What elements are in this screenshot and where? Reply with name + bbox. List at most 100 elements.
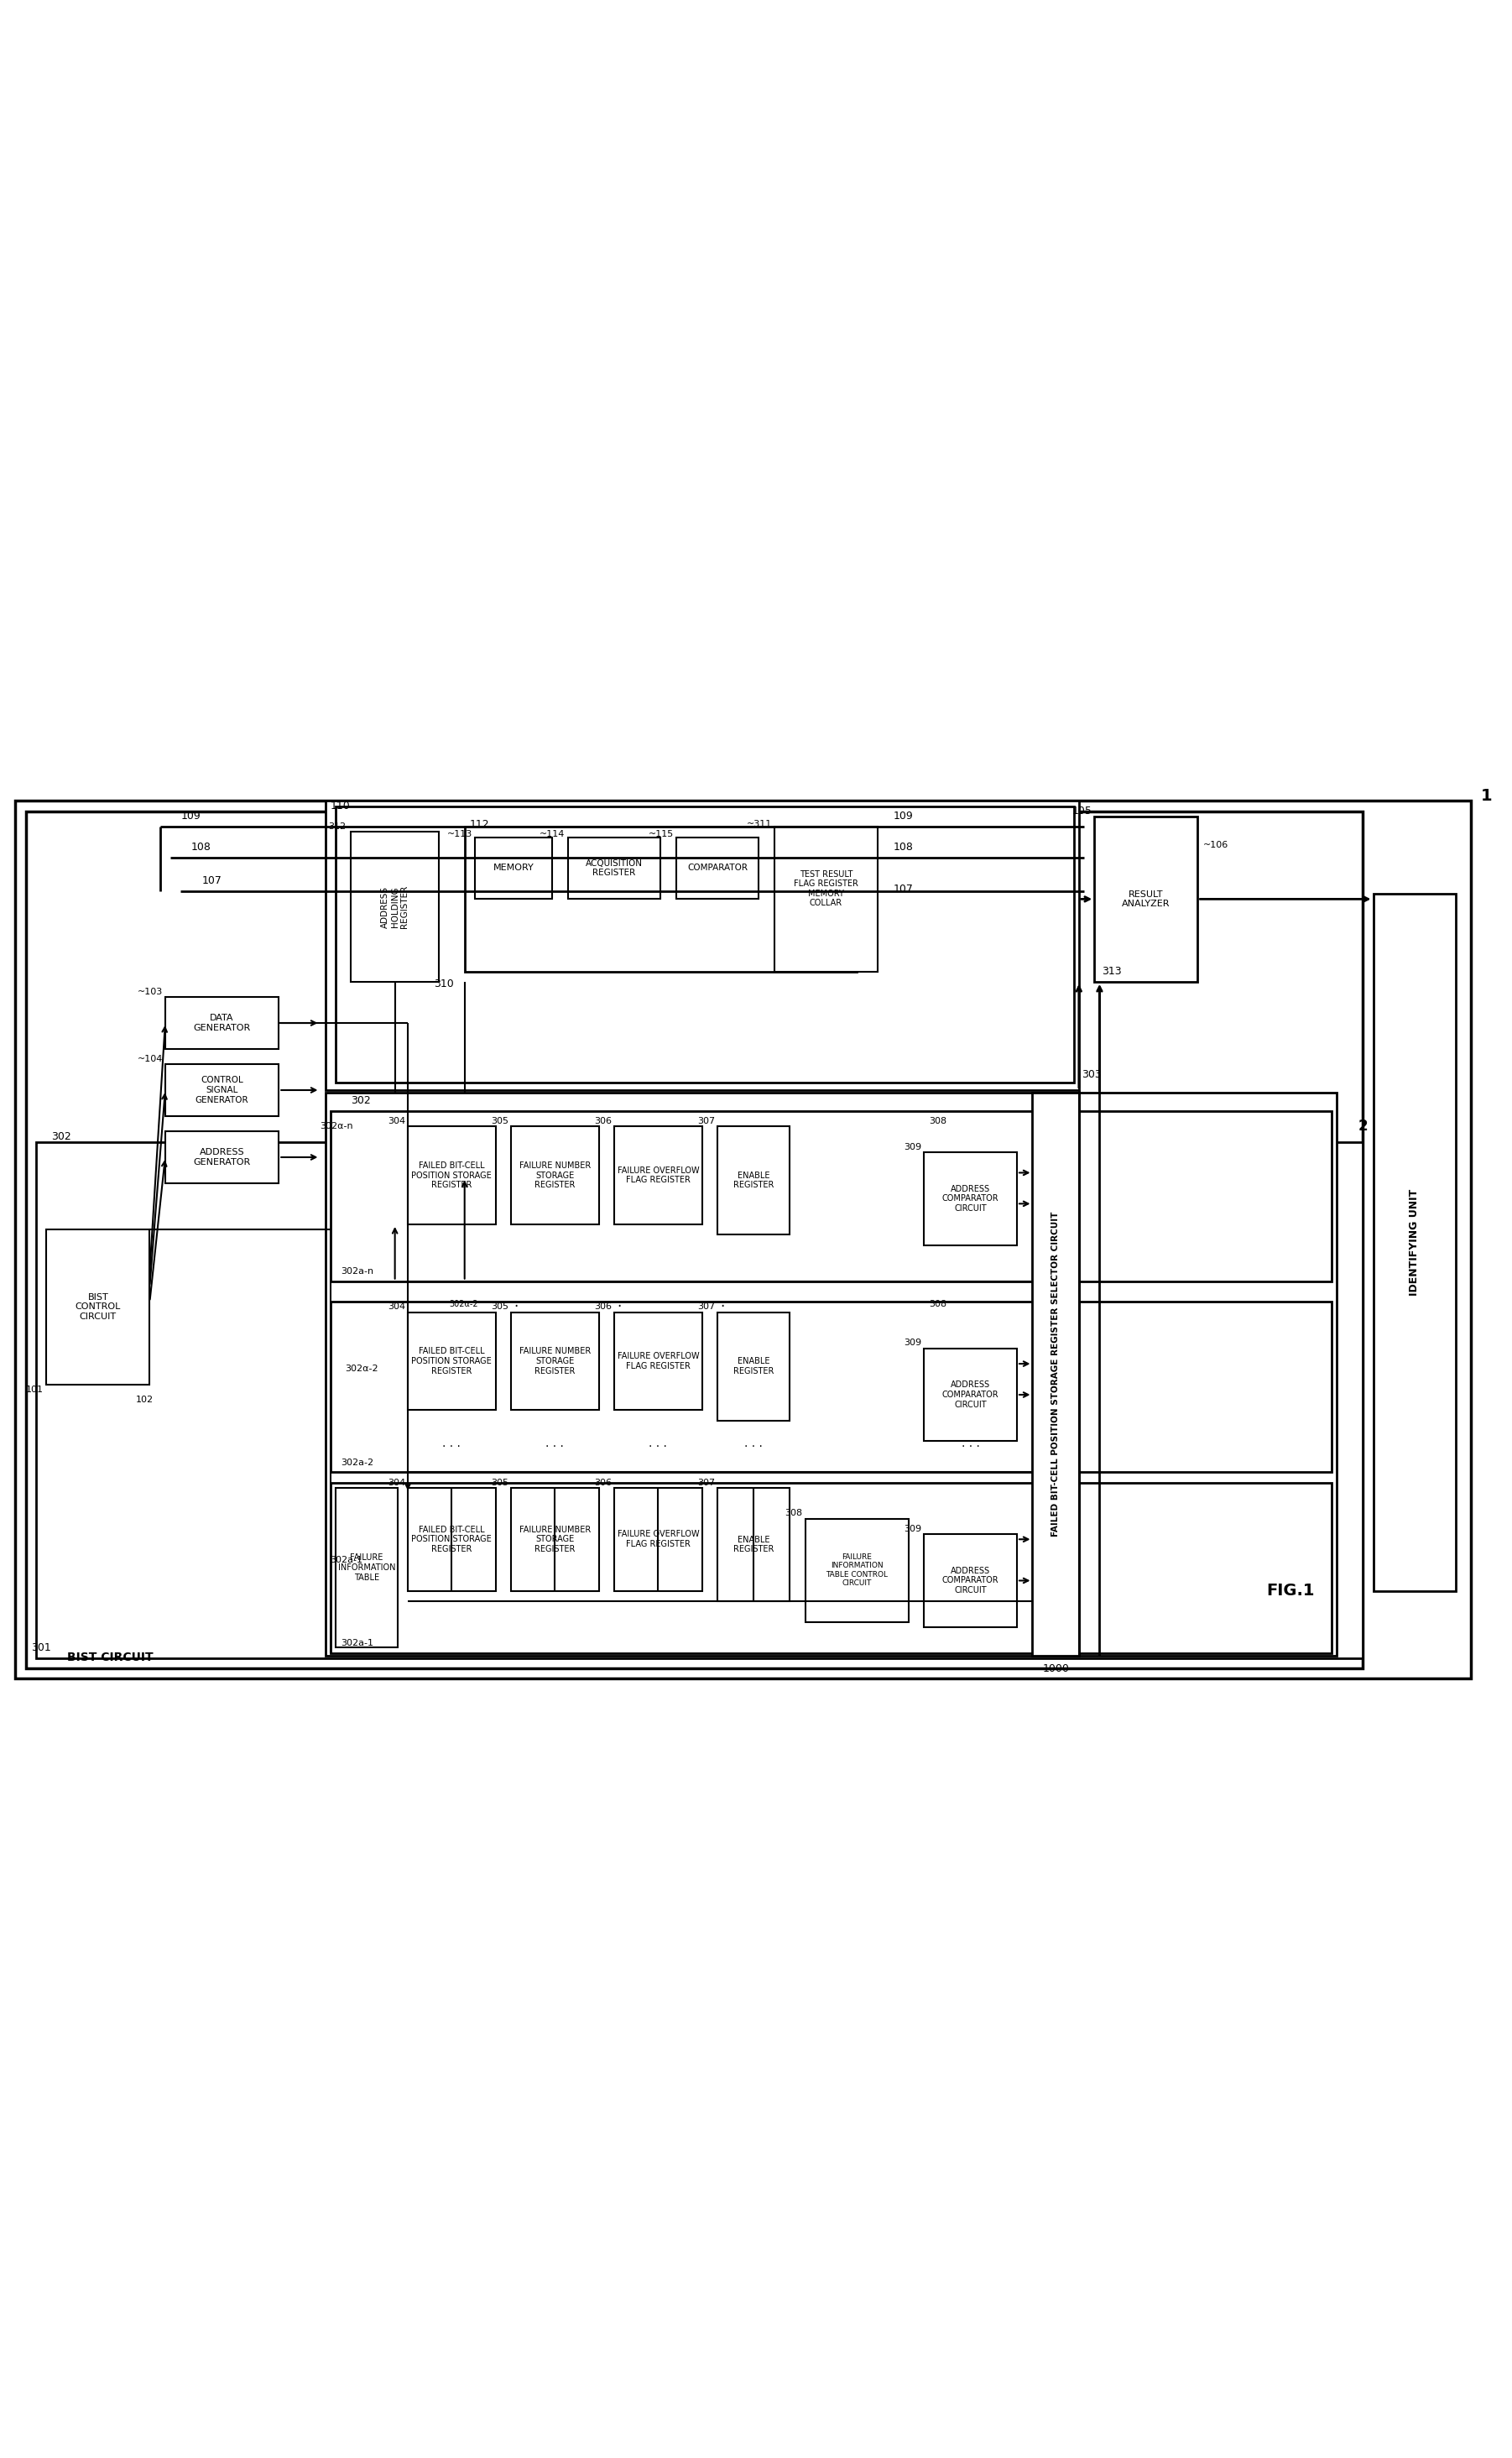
Text: DATA
GENERATOR: DATA GENERATOR	[194, 1015, 251, 1032]
Bar	[676, 838, 759, 900]
Text: FAILURE NUMBER
STORAGE
REGISTER: FAILURE NUMBER STORAGE REGISTER	[519, 1526, 591, 1553]
Bar	[336, 806, 1074, 1082]
Text: 304: 304	[387, 1303, 405, 1310]
Text: 109: 109	[894, 811, 913, 821]
Text: · · ·: · · ·	[962, 1440, 980, 1453]
Bar	[475, 838, 552, 900]
Text: FAILURE OVERFLOW
FLAG REGISTER: FAILURE OVERFLOW FLAG REGISTER	[617, 1352, 699, 1369]
Text: 305: 305	[491, 1116, 508, 1126]
Text: 2: 2	[1358, 1118, 1368, 1133]
Text: 309: 309	[904, 1143, 921, 1150]
Text: 108: 108	[192, 843, 212, 853]
Text: · · ·: · · ·	[649, 1440, 667, 1453]
Bar	[408, 1487, 496, 1590]
Bar	[47, 1229, 150, 1384]
Text: 102: 102	[136, 1396, 153, 1404]
Bar	[924, 1153, 1018, 1246]
Bar	[511, 1126, 599, 1224]
Text: 309: 309	[904, 1524, 921, 1534]
Text: ADDRESS
HOLDING
REGISTER: ADDRESS HOLDING REGISTER	[381, 885, 408, 929]
Text: COMPARATOR: COMPARATOR	[688, 863, 748, 873]
Text: 306: 306	[594, 1477, 612, 1487]
Bar	[26, 811, 1362, 1669]
Bar	[718, 1126, 789, 1234]
Text: 304: 304	[387, 1477, 405, 1487]
Text: 302α-n: 302α-n	[321, 1121, 354, 1131]
Text: 302a-1: 302a-1	[340, 1639, 373, 1647]
Text: 108: 108	[894, 843, 913, 853]
Text: ENABLE
REGISTER: ENABLE REGISTER	[733, 1172, 774, 1190]
Text: ~311: ~311	[747, 821, 771, 828]
Text: ~115: ~115	[649, 831, 674, 838]
Text: FAILURE
INFORMATION
TABLE: FAILURE INFORMATION TABLE	[337, 1553, 395, 1580]
Text: ENABLE
REGISTER: ENABLE REGISTER	[733, 1536, 774, 1553]
Text: FAILURE NUMBER
STORAGE
REGISTER: FAILURE NUMBER STORAGE REGISTER	[519, 1160, 591, 1190]
Bar	[569, 838, 661, 900]
Text: 306: 306	[594, 1116, 612, 1126]
Text: 302a-1: 302a-1	[330, 1556, 363, 1563]
Text: 307: 307	[697, 1303, 715, 1310]
Text: FAILED BIT-CELL
POSITION STORAGE
REGISTER: FAILED BIT-CELL POSITION STORAGE REGISTE…	[411, 1160, 491, 1190]
Text: MEMORY: MEMORY	[493, 863, 534, 873]
Bar	[36, 1143, 1362, 1659]
Text: 302: 302	[51, 1131, 71, 1143]
Bar	[408, 1313, 496, 1411]
Text: 309: 309	[904, 1340, 921, 1347]
Text: ~106: ~106	[1202, 841, 1228, 848]
Text: 302a-2: 302a-2	[340, 1458, 373, 1467]
Text: ADDRESS
COMPARATOR
CIRCUIT: ADDRESS COMPARATOR CIRCUIT	[942, 1566, 999, 1595]
Text: ACQUISITION
REGISTER: ACQUISITION REGISTER	[585, 858, 643, 878]
Bar	[1095, 816, 1198, 981]
Text: FAILED BIT-CELL POSITION STORAGE REGISTER SELECTOR CIRCUIT: FAILED BIT-CELL POSITION STORAGE REGISTE…	[1051, 1212, 1060, 1536]
Bar	[331, 1482, 1332, 1652]
Bar	[614, 1126, 702, 1224]
Bar	[511, 1313, 599, 1411]
Text: 306: 306	[594, 1303, 612, 1310]
Bar	[336, 1487, 398, 1647]
Text: ·: ·	[721, 1300, 724, 1315]
Bar	[325, 801, 1080, 1089]
Text: FAILURE
INFORMATION
TABLE CONTROL
CIRCUIT: FAILURE INFORMATION TABLE CONTROL CIRCUI…	[826, 1553, 888, 1588]
Text: ~103: ~103	[138, 988, 163, 995]
Text: 101: 101	[26, 1386, 44, 1394]
Text: 1: 1	[1480, 789, 1492, 804]
Bar	[924, 1534, 1018, 1627]
Text: 301: 301	[30, 1642, 51, 1654]
Text: 112: 112	[470, 819, 490, 831]
Text: ·: ·	[514, 1300, 519, 1315]
Bar	[511, 1487, 599, 1590]
Text: 110: 110	[331, 801, 351, 811]
Text: FIG.1: FIG.1	[1267, 1583, 1314, 1598]
Bar	[165, 1131, 278, 1182]
Text: 305: 305	[491, 1477, 508, 1487]
Bar	[351, 831, 438, 981]
Text: 307: 307	[697, 1116, 715, 1126]
Text: FAILED BIT-CELL
POSITION STORAGE
REGISTER: FAILED BIT-CELL POSITION STORAGE REGISTE…	[411, 1347, 491, 1374]
Text: ADDRESS
GENERATOR: ADDRESS GENERATOR	[194, 1148, 251, 1165]
Text: 109: 109	[181, 811, 201, 821]
Text: · · ·: · · ·	[744, 1440, 764, 1453]
Bar	[331, 1303, 1332, 1472]
Bar	[408, 1126, 496, 1224]
Bar	[718, 1313, 789, 1421]
Text: BIST
CONTROL
CIRCUIT: BIST CONTROL CIRCUIT	[76, 1293, 121, 1320]
Text: 302a-n: 302a-n	[340, 1268, 373, 1276]
Text: ~114: ~114	[540, 831, 565, 838]
Bar	[1373, 895, 1456, 1590]
Bar	[774, 826, 877, 971]
Text: ~113: ~113	[448, 831, 472, 838]
Text: CONTROL
SIGNAL
GENERATOR: CONTROL SIGNAL GENERATOR	[195, 1077, 248, 1104]
Text: FAILED BIT-CELL
POSITION STORAGE
REGISTER: FAILED BIT-CELL POSITION STORAGE REGISTE…	[411, 1526, 491, 1553]
Text: 305: 305	[491, 1303, 508, 1310]
Bar	[614, 1487, 702, 1590]
Text: ADDRESS
COMPARATOR
CIRCUIT: ADDRESS COMPARATOR CIRCUIT	[942, 1381, 999, 1408]
Text: 308: 308	[930, 1300, 947, 1308]
Text: 307: 307	[697, 1477, 715, 1487]
Bar	[718, 1487, 789, 1600]
Bar	[614, 1313, 702, 1411]
Text: IDENTIFYING UNIT: IDENTIFYING UNIT	[1409, 1190, 1420, 1295]
Text: · · ·: · · ·	[546, 1440, 564, 1453]
Text: RESULT
ANALYZER: RESULT ANALYZER	[1122, 890, 1170, 907]
Bar	[165, 1064, 278, 1116]
Text: 313: 313	[1102, 966, 1122, 976]
